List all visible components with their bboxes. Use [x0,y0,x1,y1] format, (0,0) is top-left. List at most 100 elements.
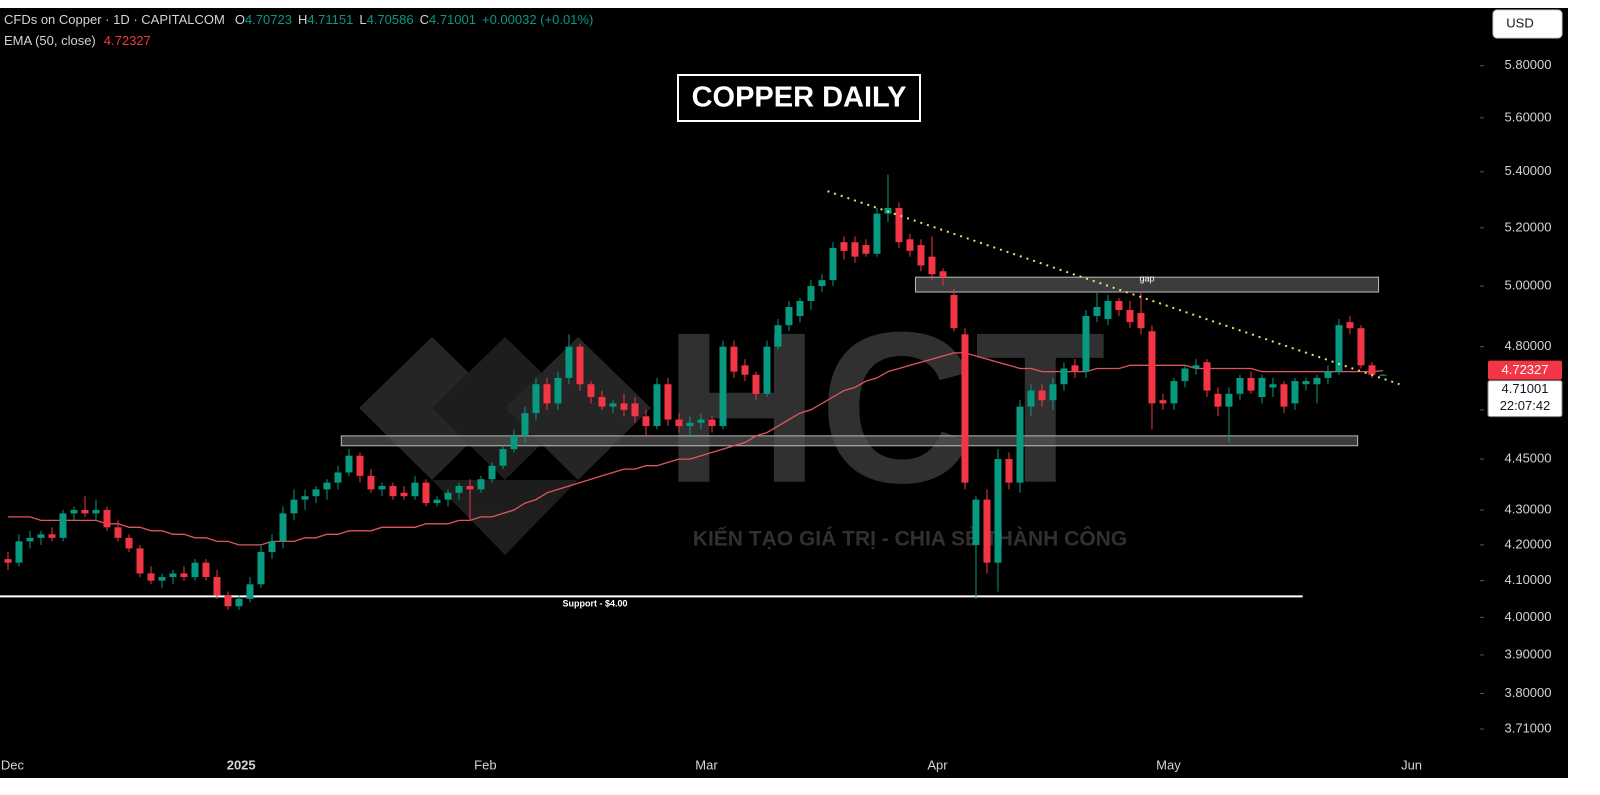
candle-body [1335,325,1343,372]
candle-body [1357,328,1365,366]
candle-body [785,306,793,326]
candle-body [851,242,859,257]
candle-body [422,482,430,504]
change: +0.00032 (+0.01%) [482,12,593,27]
candle-body [1027,390,1035,407]
candle-body [1082,316,1090,372]
candle-body [994,459,1002,563]
candle-body [92,509,100,514]
candle-body [114,527,122,538]
x-tick-label: Apr [927,757,948,772]
candle-body [829,247,837,281]
candle-body [59,513,67,538]
candle-body [444,492,452,500]
candle-body [290,499,298,514]
candle-body [906,239,914,251]
ohlc-label: H [298,12,307,27]
candle-body [48,534,56,538]
candle-body [345,455,353,473]
candle-body [4,559,12,563]
candle-body [37,534,45,538]
candle-body [862,245,870,254]
logo-diamond [432,337,578,480]
candle-body [576,346,584,385]
candle-body [972,499,980,545]
candle-body [796,300,804,317]
candle-body [1016,406,1024,483]
candle-body [81,509,89,514]
candle-body [730,346,738,372]
candle-body [939,271,947,278]
candle-body [1247,377,1255,391]
currency-button[interactable] [1492,9,1563,39]
candle-body [466,485,474,490]
candle-body [1313,377,1321,385]
candle-body [928,256,936,275]
legend-line: CFDs on Copper · 1D · CAPITALCOM O4.70723… [4,12,593,27]
candle-body [477,479,485,490]
y-tick-label: 5.00000 [1505,277,1552,292]
candle-body [532,384,540,414]
y-tick-label: 4.30000 [1505,501,1552,516]
candle-body [950,294,958,329]
candle-body [664,384,672,420]
candle-body [1060,368,1068,385]
legend-line: EMA (50, close) 4.72327 [4,33,151,48]
candle-body [279,513,287,542]
logo-diamond [359,337,505,480]
candle-body [565,346,573,378]
candle-body [1181,368,1189,382]
countdown: 22:07:42 [1500,398,1551,413]
candle-body [70,509,78,514]
candle-body [719,346,727,427]
candle-body [1214,393,1222,407]
watermark-logo: HCT [664,287,1106,528]
candle-body [312,489,320,497]
candle-body [1093,306,1101,317]
x-tick-label: Feb [474,757,496,772]
candle-body [1071,365,1079,372]
x-tick-label: Jun [1401,757,1422,772]
candle-body [180,573,188,578]
zone [914,276,1380,293]
candle-body [389,485,397,497]
currency[interactable]: USD [1506,15,1533,30]
candle-body [301,496,309,500]
candle-body [235,598,243,607]
y-tick-label: 3.90000 [1505,646,1552,661]
candle-body [1291,381,1299,404]
candle-body [510,435,518,450]
y-tick-label: 3.71000 [1505,720,1552,735]
watermark-slogan: KIẾN TẠO GIÁ TRỊ - CHIA SẺ THÀNH CÔNG [693,527,1127,551]
candle-body [103,509,111,528]
x-tick-label: 2025 [227,757,256,772]
ohlc-value: 4.71001 [429,12,476,27]
ohlc-label: C [420,12,429,27]
candle-body [1192,365,1200,369]
y-tick-label: 4.80000 [1505,338,1552,353]
trend-line [827,190,1400,386]
y-tick-label: 5.40000 [1505,163,1552,178]
candle-body [895,207,903,243]
y-tick-label: 4.20000 [1505,536,1552,551]
candle-body [433,499,441,504]
indicator-value: 4.72327 [104,33,151,48]
candle-body [268,541,276,552]
candle-body [1236,377,1244,394]
ema-price-label: 4.72327 [1502,362,1549,377]
candle-body [125,537,133,549]
zone [340,435,1359,447]
candle-body [1049,384,1057,401]
candle-body [631,403,639,417]
candle-body [191,562,199,578]
candle-body [246,584,254,599]
title-box [677,74,921,122]
candle-body [1115,300,1123,311]
candle-body [400,492,408,497]
candle-body [213,577,221,596]
candle-body [1225,393,1233,407]
logo-diamond [505,337,651,480]
candle-body [136,548,144,574]
candle-body [521,413,529,436]
